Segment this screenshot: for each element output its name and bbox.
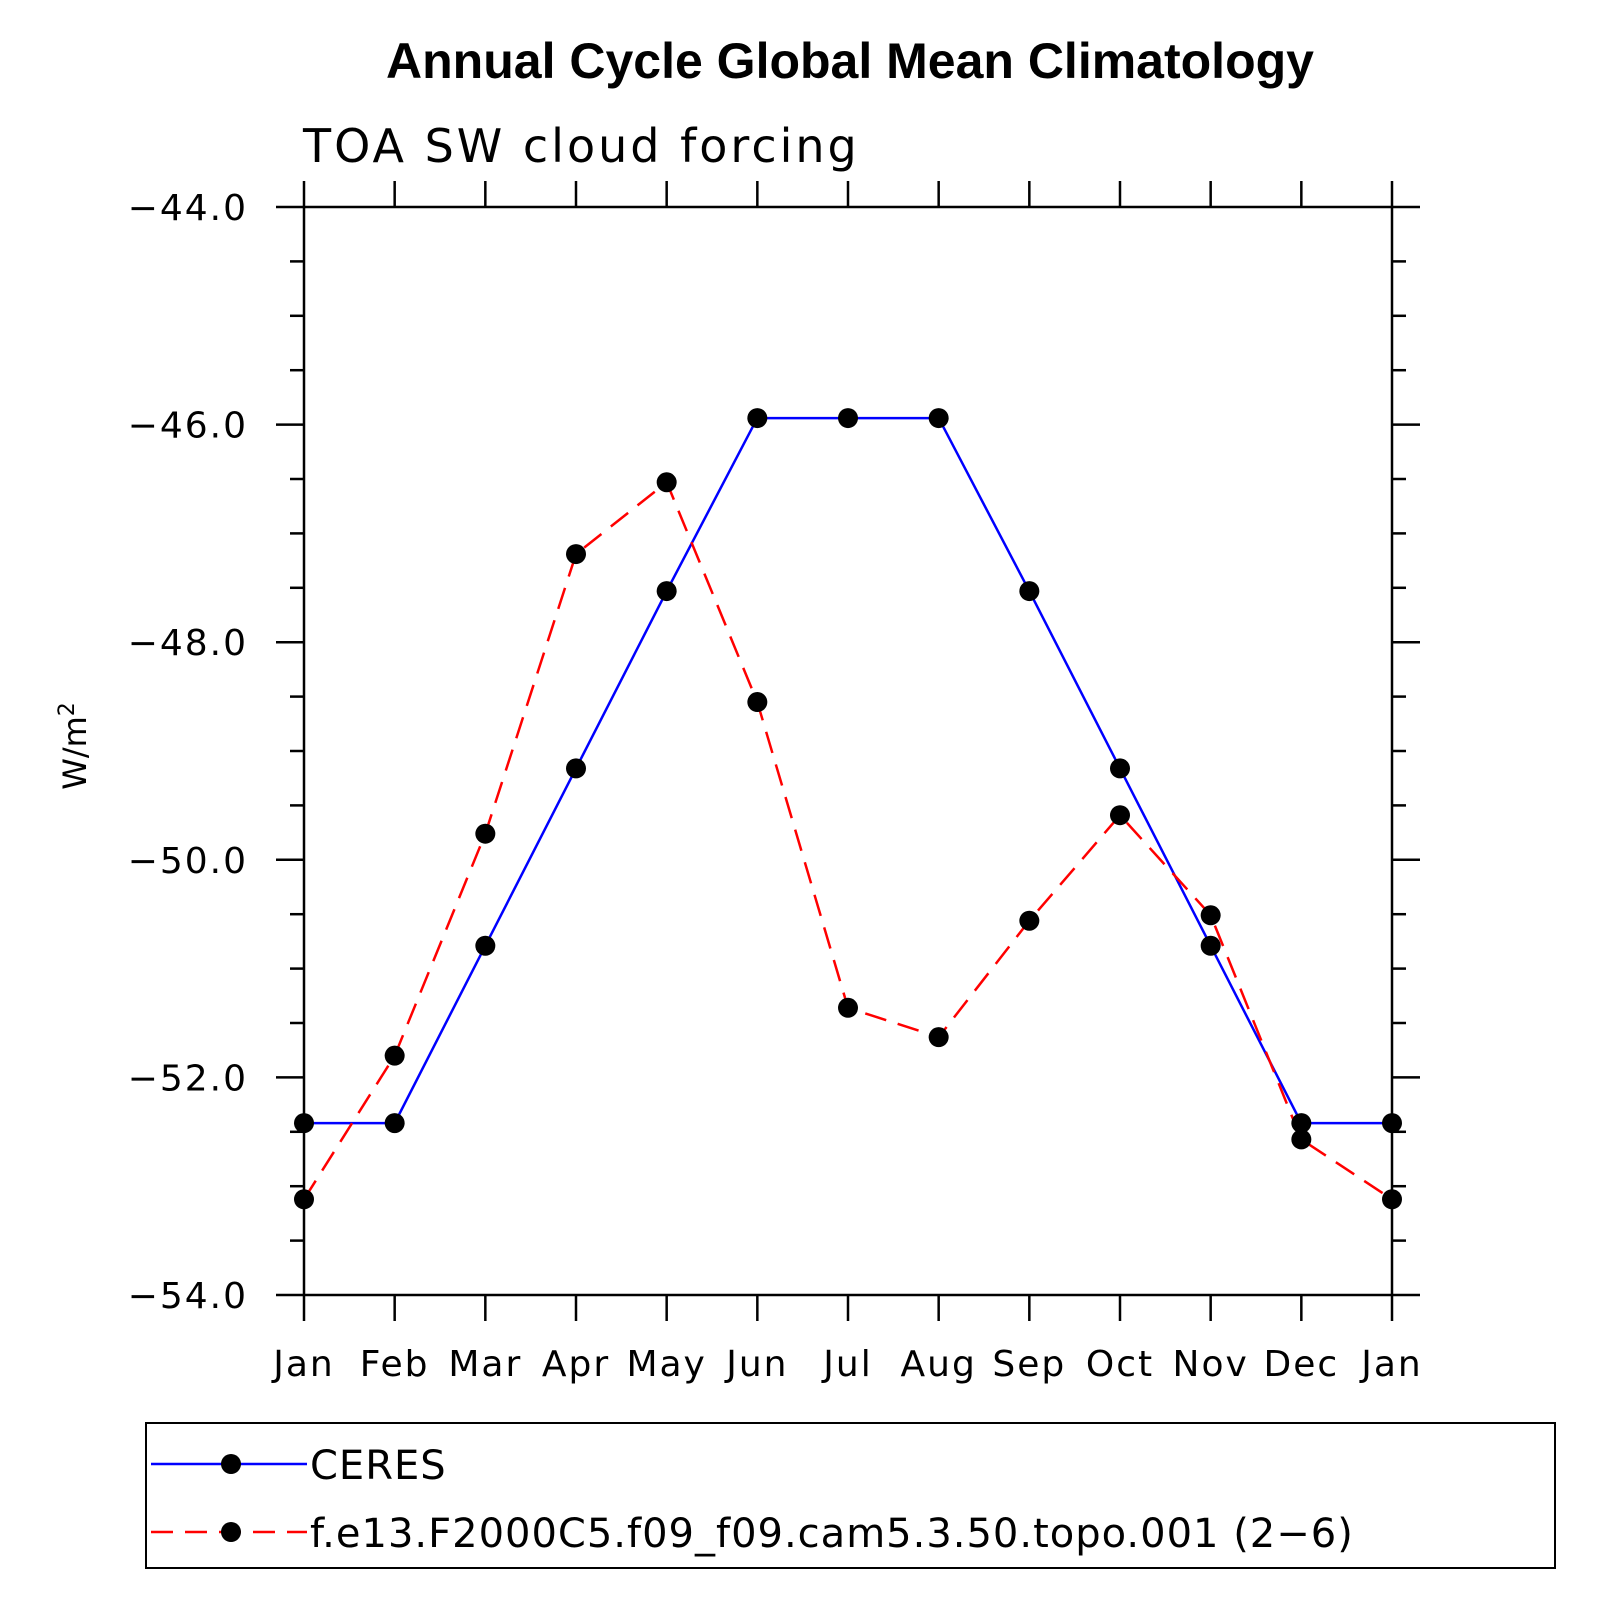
series-0-point xyxy=(747,408,768,429)
y-axis-label-superscript: 2 xyxy=(55,702,80,716)
x-tick-label: Jan xyxy=(271,1344,335,1385)
x-tick-label: Jul xyxy=(821,1344,872,1385)
x-tick-label: Jun xyxy=(724,1344,788,1385)
series-0-point xyxy=(1291,1113,1312,1134)
x-tick-label: Jan xyxy=(1359,1344,1423,1385)
series-0-point xyxy=(1019,581,1040,602)
series-0-point xyxy=(656,581,677,602)
x-tick-label: Sep xyxy=(992,1344,1066,1385)
series-1-point xyxy=(1291,1129,1312,1150)
y-tick-label: −50.0 xyxy=(128,841,248,882)
series-0-point xyxy=(294,1113,314,1134)
x-tick-label: Nov xyxy=(1173,1344,1249,1385)
y-tick-label: −48.0 xyxy=(128,623,248,664)
y-tick-label: −46.0 xyxy=(128,406,248,447)
series-1-point xyxy=(1200,905,1221,926)
legend-box xyxy=(145,1422,1556,1569)
chart-title: Annual Cycle Global Mean Climatology xyxy=(386,33,1314,89)
series-0-point xyxy=(1200,935,1221,956)
x-tick-labels: Jan Feb Mar Apr May Jun Jul Aug Sep Oct Nov Dec Jan xyxy=(271,1344,1423,1385)
series-line-1 xyxy=(302,480,1393,1201)
y-axis-label: W/m2 xyxy=(55,702,94,790)
x-tick-label: Apr xyxy=(542,1344,610,1385)
series-1-point xyxy=(475,823,496,844)
series-0-point xyxy=(1110,758,1130,779)
series-0-point xyxy=(838,408,858,429)
series-0-point xyxy=(928,408,949,429)
x-tick-label: Mar xyxy=(448,1344,522,1385)
series-1-point xyxy=(928,1027,949,1048)
legend-label-ceres: CERES xyxy=(310,1443,447,1489)
series-1-point xyxy=(1110,805,1130,826)
chart-series xyxy=(294,408,1402,1210)
series-1-point xyxy=(656,472,677,493)
x-tick-label: Aug xyxy=(901,1344,977,1385)
series-0-point xyxy=(475,935,496,956)
y-axis-label-unit: W/m xyxy=(56,716,94,790)
series-1-point xyxy=(838,997,858,1018)
series-1-point xyxy=(1019,910,1040,931)
series-1-point xyxy=(294,1189,314,1210)
series-1-point xyxy=(747,692,768,713)
y-tick-label: −52.0 xyxy=(128,1058,248,1099)
axis-ticks xyxy=(276,181,1420,1321)
x-tick-label: Oct xyxy=(1086,1344,1154,1385)
series-1-point xyxy=(384,1045,405,1066)
plot-frame xyxy=(302,205,1394,1297)
legend-marker-ceres xyxy=(221,1454,241,1474)
series-1-point xyxy=(566,544,586,565)
x-tick-label: May xyxy=(626,1344,706,1385)
chart-subtitle: TOA SW cloud forcing xyxy=(302,119,860,173)
legend-label-model: f.e13.F2000C5.f09_f09.cam5.3.50.topo.001… xyxy=(310,1511,1354,1557)
series-0-point xyxy=(384,1113,405,1134)
y-tick-labels: −44.0 −46.0 −48.0 −50.0 −52.0 −54.0 xyxy=(128,188,248,1317)
legend-marker-model xyxy=(221,1522,241,1542)
series-1-point xyxy=(1382,1189,1402,1210)
legend: CERES f.e13.F2000C5.f09_f09.cam5.3.50.to… xyxy=(145,1422,1556,1569)
y-tick-label: −44.0 xyxy=(128,188,248,229)
series-0-point xyxy=(1382,1113,1402,1134)
x-tick-label: Dec xyxy=(1263,1344,1339,1385)
series-0-point xyxy=(566,758,586,779)
x-tick-label: Feb xyxy=(360,1344,430,1385)
y-tick-label: −54.0 xyxy=(128,1276,248,1317)
